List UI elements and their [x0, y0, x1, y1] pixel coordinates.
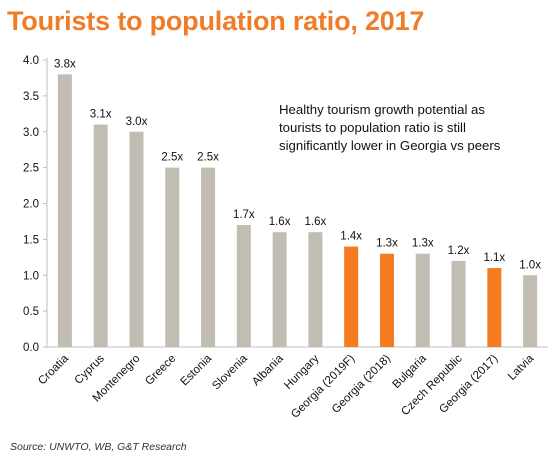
- bar: [379, 253, 394, 347]
- x-tick-label: Czech Republic: [399, 352, 465, 418]
- bar: [236, 225, 251, 347]
- x-tick-label: Estonia: [179, 352, 215, 388]
- data-label: 3.1x: [90, 109, 112, 121]
- bar: [487, 268, 502, 347]
- data-label: 2.5x: [197, 152, 219, 164]
- bar: [129, 131, 144, 347]
- bar: [451, 260, 466, 347]
- y-tick-label: 0.0: [23, 342, 39, 354]
- bar: [57, 74, 72, 347]
- y-tick-label: 1.0: [23, 270, 39, 282]
- data-label: 1.3x: [412, 238, 434, 250]
- bar: [201, 167, 216, 347]
- y-tick-label: 3.0: [23, 127, 39, 139]
- annotation-line: significantly lower in Georgia vs peers: [279, 138, 501, 153]
- data-label: 3.8x: [54, 58, 76, 70]
- x-tick-label: Cyprus: [73, 352, 107, 386]
- source-note: Source: UNWTO, WB, G&T Research: [10, 441, 187, 453]
- x-tick-label: Greece: [143, 353, 178, 388]
- y-tick-label: 2.0: [23, 199, 39, 211]
- y-tick-label: 4.0: [23, 55, 39, 67]
- x-tick-label: Albania: [250, 352, 286, 388]
- data-label: 2.5x: [161, 152, 183, 164]
- annotation-line: tourists to population ratio is still: [279, 120, 466, 135]
- bar: [344, 246, 359, 347]
- data-label: 1.3x: [376, 238, 398, 250]
- data-label: 1.7x: [233, 209, 255, 221]
- data-label: 1.2x: [448, 245, 470, 257]
- y-tick-label: 0.5: [23, 306, 39, 318]
- x-tick-label: Croatia: [36, 352, 71, 387]
- x-tick-label: Georgia (2019F): [289, 353, 357, 421]
- bar: [415, 253, 430, 347]
- x-tick-label: Slovenia: [210, 352, 250, 392]
- bar: [523, 275, 538, 347]
- bar: [308, 232, 323, 347]
- bar: [165, 167, 180, 347]
- data-label: 1.6x: [305, 216, 327, 228]
- chart-title: Tourists to population ratio, 2017: [7, 6, 425, 36]
- y-tick-label: 3.5: [23, 91, 39, 103]
- x-tick-label: Latvia: [506, 352, 537, 383]
- chart-annotation: Healthy tourism growth potential as tour…: [279, 101, 541, 155]
- data-label: 1.1x: [483, 252, 505, 264]
- bar: [272, 232, 287, 347]
- y-tick-label: 1.5: [23, 234, 39, 246]
- bar: [93, 124, 108, 347]
- data-label: 1.0x: [519, 259, 541, 271]
- y-tick-label: 2.5: [23, 163, 39, 175]
- data-label: 3.0x: [126, 116, 148, 128]
- data-label: 1.4x: [340, 231, 362, 243]
- data-label: 1.6x: [269, 216, 291, 228]
- annotation-line: Healthy tourism growth potential as: [279, 102, 485, 117]
